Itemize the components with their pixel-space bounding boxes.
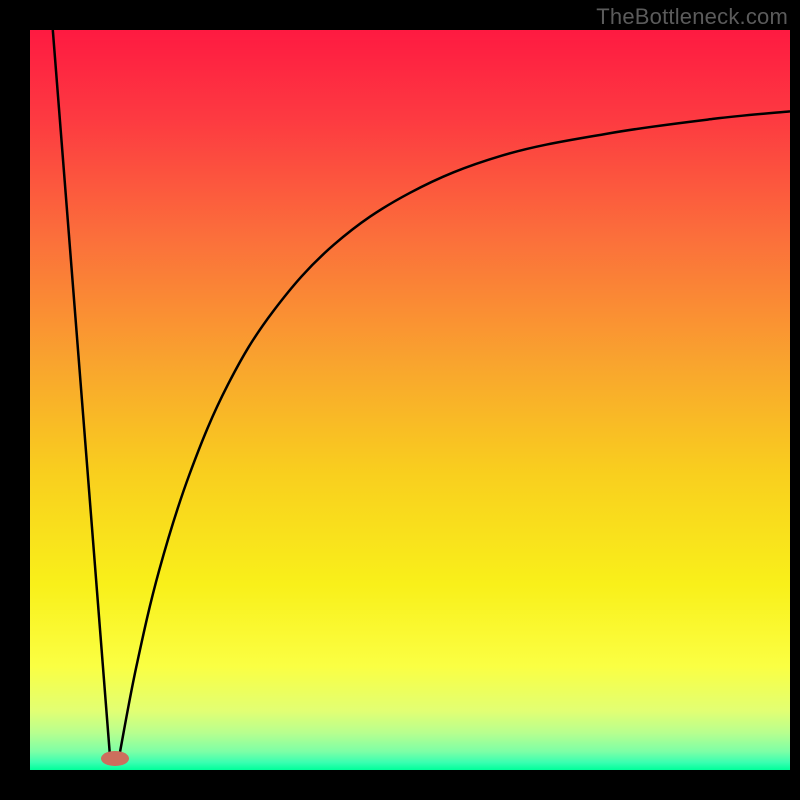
plot-area (30, 30, 790, 770)
chart-frame: TheBottleneck.com (0, 0, 800, 800)
bottleneck-curve (30, 30, 790, 770)
left-edge-line (53, 30, 110, 754)
watermark-text: TheBottleneck.com (596, 4, 788, 30)
right-asymptote-curve (120, 111, 790, 753)
minimum-marker (101, 751, 128, 766)
